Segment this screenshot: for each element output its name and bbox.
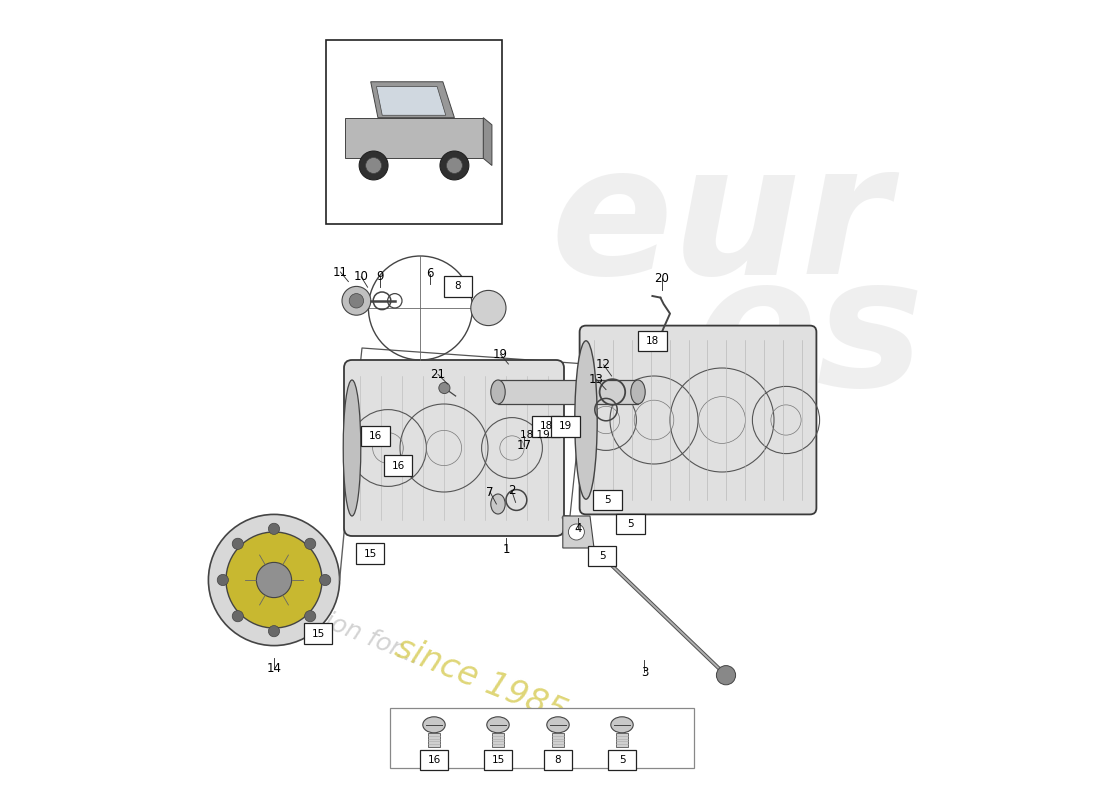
Text: 16: 16 [428,755,441,765]
Circle shape [232,538,243,550]
Text: 5: 5 [598,551,605,561]
Bar [390,708,694,768]
Ellipse shape [491,380,505,404]
Bar [616,733,628,747]
Text: 1: 1 [503,543,509,556]
Text: 15: 15 [311,629,324,638]
Circle shape [217,574,229,586]
Ellipse shape [630,380,646,404]
FancyBboxPatch shape [593,490,622,510]
Circle shape [305,538,316,550]
FancyBboxPatch shape [384,455,412,476]
Ellipse shape [547,717,569,733]
Ellipse shape [422,717,446,733]
Text: since 1985: since 1985 [390,630,571,730]
Circle shape [360,151,388,180]
FancyBboxPatch shape [355,543,384,564]
Text: 11: 11 [333,266,348,278]
Text: 18 19: 18 19 [520,430,550,440]
Text: 16: 16 [368,431,382,441]
Text: 4: 4 [574,522,582,534]
Text: 14: 14 [266,662,282,675]
Circle shape [232,610,243,622]
Text: 18: 18 [539,422,552,431]
Bar [493,733,504,747]
Text: es: es [694,248,924,424]
Text: 5: 5 [604,495,611,505]
Text: a passion for...: a passion for... [246,578,425,670]
FancyBboxPatch shape [531,416,560,437]
Polygon shape [483,118,492,166]
Text: 2: 2 [508,484,515,497]
FancyBboxPatch shape [551,416,580,437]
Circle shape [349,294,364,308]
Circle shape [268,626,279,637]
Text: 5: 5 [618,755,625,765]
Text: 19: 19 [559,422,572,431]
FancyBboxPatch shape [616,514,645,534]
Circle shape [268,523,279,534]
Circle shape [342,286,371,315]
Text: 9: 9 [376,270,384,283]
FancyBboxPatch shape [587,546,616,566]
FancyBboxPatch shape [484,750,513,770]
Text: 15: 15 [492,755,505,765]
Circle shape [447,158,462,174]
Text: 19: 19 [493,348,508,361]
FancyBboxPatch shape [607,750,636,770]
Text: 10: 10 [354,270,368,283]
Ellipse shape [343,380,361,516]
Bar [326,40,502,224]
Polygon shape [376,86,446,115]
Text: 20: 20 [654,272,670,285]
Text: 3: 3 [640,666,648,678]
Text: 12: 12 [596,358,612,371]
Text: 6: 6 [427,267,433,280]
Circle shape [365,158,382,174]
Circle shape [439,382,450,394]
Text: 8: 8 [554,755,561,765]
Ellipse shape [491,494,505,514]
Circle shape [305,610,316,622]
Circle shape [440,151,469,180]
Text: 7: 7 [486,486,494,498]
Text: 13: 13 [588,373,604,386]
Text: 5: 5 [627,519,634,529]
FancyBboxPatch shape [361,426,389,446]
Text: 16: 16 [392,461,405,470]
Polygon shape [344,118,483,158]
Circle shape [256,562,292,598]
Text: 15: 15 [363,549,376,558]
FancyBboxPatch shape [344,360,564,536]
Text: 18: 18 [646,336,659,346]
Ellipse shape [610,717,634,733]
Text: 8: 8 [454,282,461,291]
Text: eur: eur [550,136,890,312]
Circle shape [716,666,736,685]
Ellipse shape [575,341,597,499]
FancyBboxPatch shape [543,750,572,770]
FancyBboxPatch shape [638,330,667,351]
FancyBboxPatch shape [304,623,332,644]
Circle shape [471,290,506,326]
FancyBboxPatch shape [580,326,816,514]
FancyBboxPatch shape [420,750,449,770]
Text: 17: 17 [517,439,532,452]
Bar [428,733,440,747]
Circle shape [208,514,340,646]
Text: 21: 21 [430,368,446,381]
Bar [552,733,563,747]
Polygon shape [371,82,454,118]
Bar [498,380,638,404]
Circle shape [569,524,584,540]
Circle shape [320,574,331,586]
FancyBboxPatch shape [443,276,472,297]
Polygon shape [563,516,594,548]
Ellipse shape [487,717,509,733]
Circle shape [226,532,322,628]
